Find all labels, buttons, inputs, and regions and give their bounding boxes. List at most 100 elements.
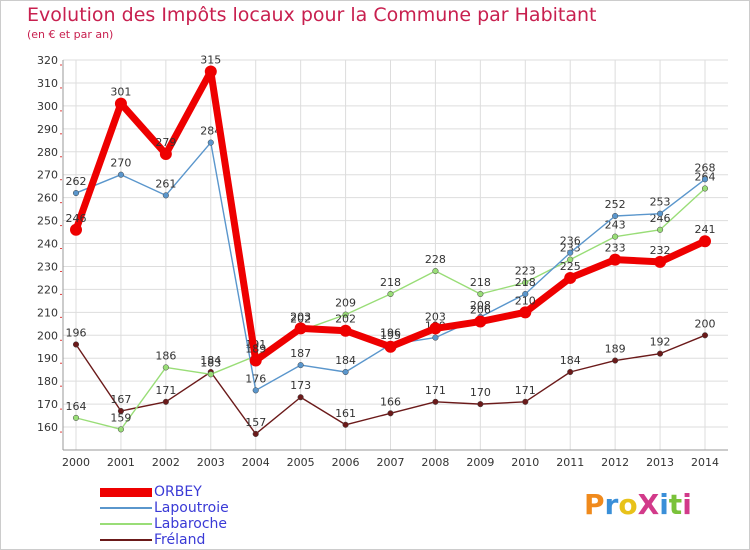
x-tick-label: 2007: [377, 456, 405, 469]
data-point-labaroche: [387, 290, 394, 298]
data-point-fr-land: [72, 341, 80, 348]
y-tick-label: 240: [37, 238, 58, 251]
data-point-fr-land: [657, 350, 664, 357]
data-label-lapoutroie: 196: [380, 326, 401, 339]
data-point-fr-land: [522, 398, 529, 405]
x-tick-label: 2011: [556, 456, 584, 469]
data-label-fr-land: 171: [155, 384, 176, 397]
data-label-lapoutroie: 176: [245, 372, 266, 385]
logo-letter: t: [668, 488, 683, 521]
data-label-orbey: 241: [695, 223, 716, 236]
data-label-orbey: 203: [290, 310, 311, 323]
proxiti-logo: ProXiti: [584, 488, 692, 521]
data-label-labaroche: 202: [290, 313, 311, 326]
data-label-orbey: 202: [335, 313, 356, 326]
x-tick-label: 2013: [646, 456, 674, 469]
data-point-orbey: [249, 354, 262, 367]
data-point-labaroche: [207, 371, 214, 378]
legend-swatch-freland: [100, 539, 152, 541]
data-point-orbey: [159, 148, 172, 161]
data-point-fr-land: [477, 401, 484, 408]
data-label-labaroche: 228: [425, 253, 446, 266]
data-label-orbey: 210: [515, 294, 536, 307]
data-label-orbey: 232: [650, 244, 671, 257]
data-point-orbey: [429, 322, 442, 335]
data-label-fr-land: 167: [110, 393, 131, 406]
data-label-labaroche: 164: [66, 400, 87, 413]
legend-swatch-lapoutroie: [100, 507, 152, 509]
x-tick-label: 2004: [242, 456, 270, 469]
x-tick-label: 2002: [152, 456, 180, 469]
data-point-fr-land: [297, 394, 304, 401]
data-label-orbey: 246: [66, 212, 87, 225]
data-point-lapoutroie: [117, 171, 124, 178]
data-label-labaroche: 233: [560, 242, 581, 255]
data-point-orbey: [294, 322, 307, 335]
data-label-fr-land: 184: [200, 354, 221, 367]
y-tick-label: 250: [37, 215, 58, 228]
y-tick-label: 280: [37, 146, 58, 159]
data-point-orbey: [564, 271, 577, 284]
data-point-fr-land: [701, 332, 709, 339]
legend-item-labaroche: Labaroche: [100, 516, 227, 532]
legend-item-freland: Fréland: [100, 532, 205, 548]
data-point-fr-land: [117, 407, 124, 415]
data-point-fr-land: [342, 421, 349, 428]
data-label-labaroche: 243: [605, 219, 626, 232]
x-tick-label: 2009: [466, 456, 494, 469]
data-label-labaroche: 218: [470, 276, 491, 289]
y-tick-label: 260: [37, 192, 58, 205]
y-tick-label: 230: [37, 260, 58, 273]
logo-letter: i: [659, 488, 669, 521]
data-point-orbey: [384, 340, 397, 353]
data-label-lapoutroie: 261: [155, 177, 176, 190]
data-point-labaroche: [567, 256, 574, 263]
data-label-lapoutroie: 236: [560, 235, 581, 248]
data-label-lapoutroie: 270: [110, 157, 131, 170]
data-point-orbey: [609, 253, 622, 266]
data-label-labaroche: 209: [335, 297, 356, 310]
y-tick-label: 210: [37, 306, 58, 319]
data-label-labaroche: 223: [515, 265, 536, 278]
legend-label-labaroche: Labaroche: [154, 516, 228, 532]
data-label-fr-land: 170: [470, 386, 491, 399]
legend-item-orbey: ORBEY: [100, 484, 202, 500]
y-tick-label: 180: [37, 375, 58, 388]
data-point-lapoutroie: [701, 176, 709, 183]
logo-letter: o: [618, 488, 638, 521]
data-point-orbey: [699, 235, 711, 248]
data-label-lapoutroie: 252: [605, 198, 626, 211]
data-label-fr-land: 173: [290, 379, 311, 392]
x-tick-label: 2000: [62, 456, 90, 469]
legend-swatch-orbey: [100, 487, 152, 497]
data-label-labaroche: 246: [650, 212, 671, 225]
data-label-fr-land: 171: [425, 384, 446, 397]
data-label-orbey: 206: [470, 304, 491, 317]
data-point-labaroche: [612, 233, 619, 240]
y-tick-label: 320: [37, 54, 58, 67]
data-label-labaroche: 218: [380, 276, 401, 289]
data-point-orbey: [204, 65, 217, 78]
data-point-labaroche: [72, 414, 80, 421]
y-tick-label: 300: [37, 100, 58, 113]
data-label-orbey: 301: [110, 86, 131, 99]
data-point-orbey: [70, 223, 82, 236]
data-label-orbey: 233: [605, 242, 626, 255]
data-point-lapoutroie: [252, 387, 259, 394]
logo-letter: X: [637, 488, 660, 521]
data-label-orbey: 225: [560, 260, 581, 273]
legend-label-lapoutroie: Lapoutroie: [154, 500, 229, 516]
data-label-orbey: 195: [380, 329, 401, 342]
data-point-orbey: [519, 306, 532, 319]
data-label-fr-land: 192: [650, 336, 671, 349]
data-label-fr-land: 157: [245, 416, 266, 429]
x-tick-label: 2012: [601, 456, 629, 469]
data-point-lapoutroie: [162, 192, 169, 199]
x-tick-label: 2006: [332, 456, 360, 469]
x-tick-label: 2005: [287, 456, 315, 469]
data-label-fr-land: 196: [66, 326, 87, 339]
y-tick-label: 170: [37, 398, 58, 411]
data-point-orbey: [654, 255, 667, 268]
data-label-orbey: 203: [425, 310, 446, 323]
